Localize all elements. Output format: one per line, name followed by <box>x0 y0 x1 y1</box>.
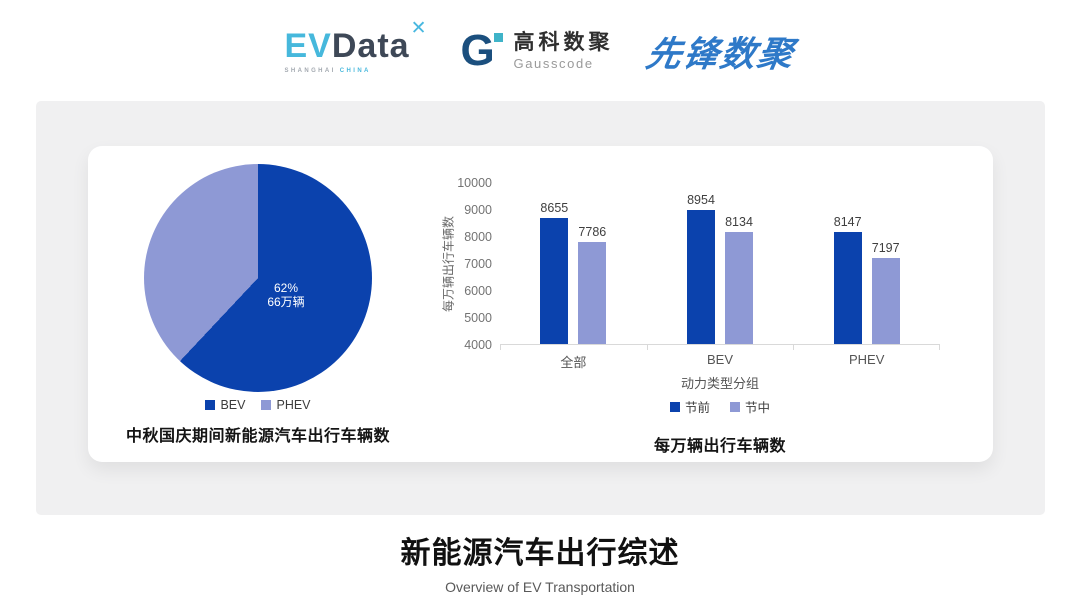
x-axis-tickmark <box>500 345 501 350</box>
pie-slice-percent: 62% <box>273 281 299 295</box>
bar-value-label: 8655 <box>540 201 569 215</box>
gausscode-g-letter: G <box>460 26 495 75</box>
y-tick-label: 10000 <box>457 176 492 190</box>
bar-group: 8954 8134 <box>647 183 794 344</box>
pie-chart <box>144 164 372 392</box>
evdata-subtext: SHANGHAI CHINA <box>285 68 427 74</box>
y-tick-label: 7000 <box>464 257 492 271</box>
bar-chart: 每万辆出行车辆数 10000 9000 8000 7000 6000 5000 4000 8… <box>440 176 970 456</box>
legend-swatch <box>205 400 216 410</box>
legend-item: 节中 <box>730 397 770 416</box>
gausscode-g-icon: G <box>460 28 504 74</box>
xianfeng-logo: 先锋数聚 <box>643 34 799 74</box>
bar-with-label: 8655 <box>540 201 569 344</box>
x-axis-tickmark <box>646 345 648 350</box>
evdata-shanghai-text: SHANGHAI <box>284 67 336 74</box>
legend-swatch <box>669 401 680 412</box>
legend-label: PHEV <box>276 398 311 412</box>
gausscode-en-text: Gausscode <box>513 56 594 71</box>
bar-value-label: 8147 <box>833 215 862 229</box>
bar-with-label: 8134 <box>725 215 753 344</box>
page-subtitle: Overview of EV Transportation <box>445 579 635 595</box>
y-tick-label: 4000 <box>464 338 492 352</box>
bar-with-label: 7786 <box>578 225 607 344</box>
x-category-label: 全部 <box>560 355 587 370</box>
bar <box>833 232 862 344</box>
legend-swatch <box>261 400 272 410</box>
bar-group: 8147 7197 <box>793 183 940 344</box>
bar-value-label: 8954 <box>687 193 715 207</box>
gausscode-logo: G 高科数聚 Gausscode <box>460 28 613 74</box>
x-axis-labels: 全部 BEV PHEV <box>500 352 940 371</box>
bar <box>687 210 715 344</box>
bar-group: 8655 7786 <box>500 183 647 344</box>
pie-slice-amount: 66万辆 <box>267 295 305 309</box>
bar-value-label: 7786 <box>578 225 607 239</box>
bar <box>871 258 900 344</box>
bar-value-label: 7197 <box>871 241 900 255</box>
legend-label: 节中 <box>745 401 771 415</box>
bar-with-label: 8954 <box>687 193 715 344</box>
legend-item: BEV <box>205 398 245 412</box>
page-title: 新能源汽车出行综述 <box>400 537 680 570</box>
bar <box>725 232 753 344</box>
pie-slice-label: 38% 41万辆 <box>107 212 144 240</box>
pie-legend: BEV PHEV <box>144 398 372 412</box>
bar-plot-area: 8655 7786 8954 8134 8147 7197 <box>500 183 940 350</box>
bar-legend: 节前 节中 <box>500 397 940 416</box>
logo-bar: EV Data ✕ SHANGHAI CHINA G 高科数聚 Gausscode … <box>0 16 1080 86</box>
legend-label: 节前 <box>684 401 710 415</box>
bar-value-label: 8134 <box>725 215 753 229</box>
pie-slice-amount: 41万辆 <box>107 226 145 240</box>
page-footer: 新能源汽车出行综述 Overview of EV Transportation <box>0 528 1080 595</box>
legend-label: BEV <box>220 398 246 412</box>
y-tick-label: 8000 <box>464 230 492 244</box>
x-category-label: PHEV <box>848 352 885 367</box>
x-axis-tickmark <box>793 345 795 350</box>
y-tick-label: 9000 <box>464 203 492 217</box>
pie-chart-title: 中秋国庆期间新能源汽车出行车辆数 <box>125 428 390 445</box>
propeller-x-icon: ✕ <box>410 17 428 39</box>
evdata-wordmark: EV Data ✕ <box>284 19 427 65</box>
evdata-data-text: Data <box>331 26 410 65</box>
y-tick-label: 5000 <box>464 311 492 325</box>
evdata-logo: EV Data ✕ SHANGHAI CHINA <box>284 19 427 74</box>
bar-chart-title: 每万辆出行车辆数 <box>653 438 786 455</box>
summary-panel: BEV PHEV 中秋国庆期间新能源汽车出行车辆数 每万辆出行车辆数 10000 9… <box>36 101 1045 515</box>
legend-item: 节前 <box>669 397 710 416</box>
gausscode-accent-square <box>494 33 504 42</box>
x-category-label: BEV <box>707 352 734 367</box>
x-axis-title: 动力类型分组 <box>680 376 759 391</box>
gausscode-cn-text: 高科数聚 <box>513 31 614 54</box>
gausscode-wordmark: 高科数聚 Gausscode <box>513 32 613 70</box>
bar-with-label: 7197 <box>871 241 900 344</box>
bar <box>578 242 607 344</box>
pie-slice-percent: 38% <box>113 212 139 226</box>
bar <box>540 218 569 344</box>
evdata-china-text: CHINA <box>339 67 371 74</box>
legend-swatch <box>730 401 740 412</box>
legend-item: PHEV <box>261 398 311 412</box>
y-tick-label: 6000 <box>464 284 492 298</box>
evdata-ev-text: EV <box>284 26 332 65</box>
charts-card: BEV PHEV 中秋国庆期间新能源汽车出行车辆数 每万辆出行车辆数 10000 9… <box>88 146 993 462</box>
x-axis-tickmark <box>939 345 940 350</box>
pie-slice-label: 62% 66万辆 <box>267 281 304 309</box>
bar-with-label: 8147 <box>833 215 862 344</box>
